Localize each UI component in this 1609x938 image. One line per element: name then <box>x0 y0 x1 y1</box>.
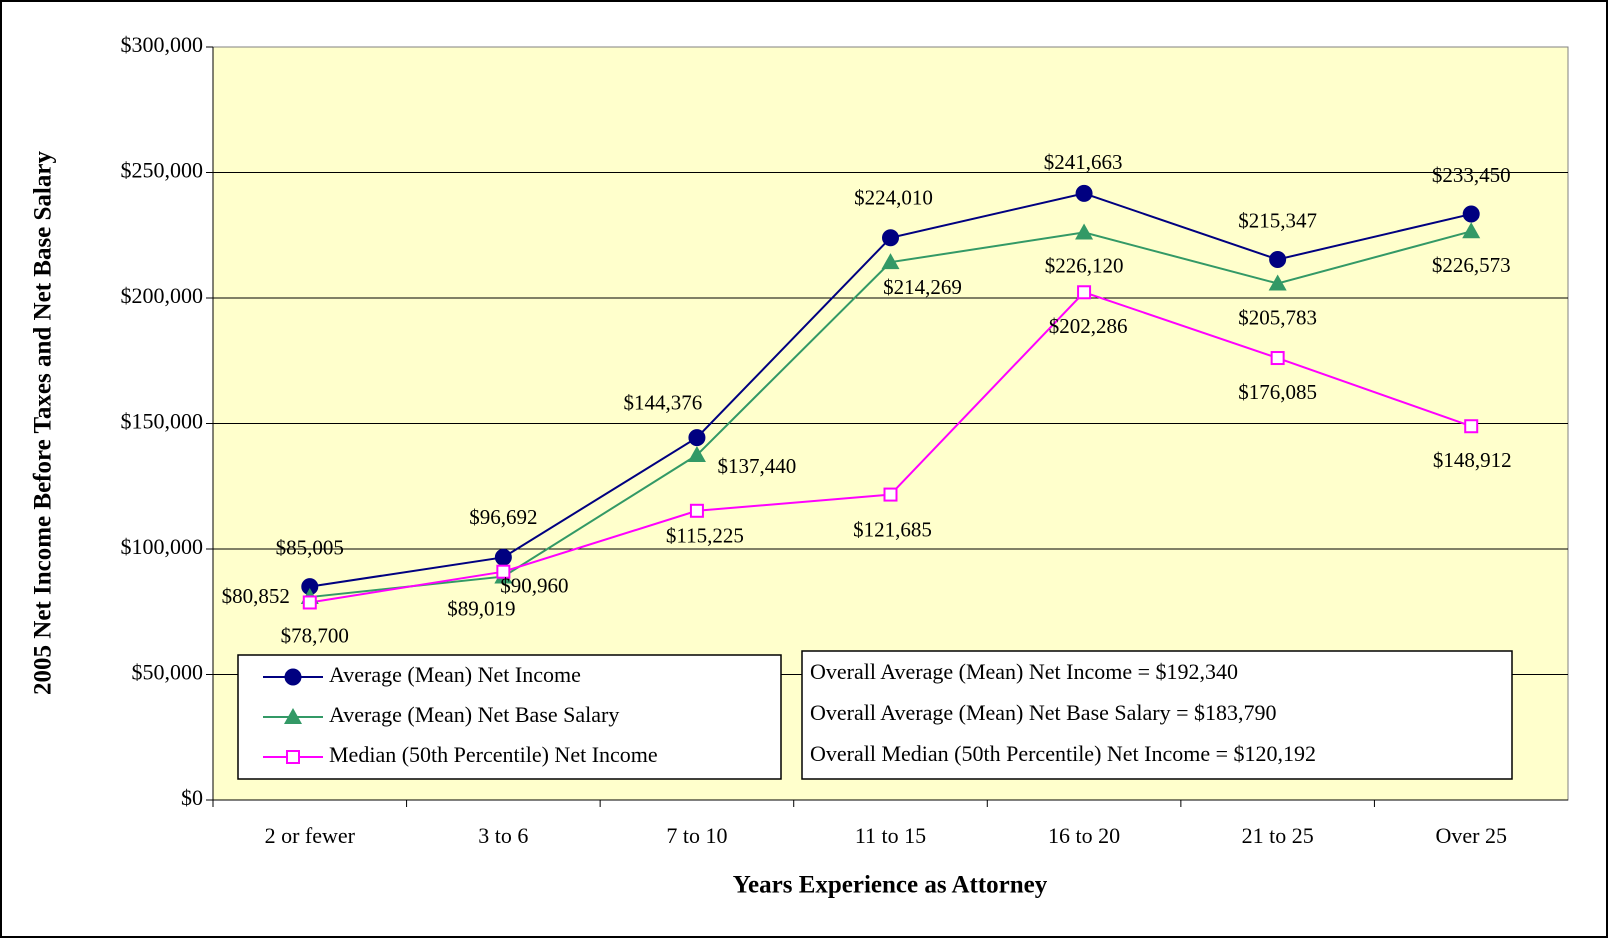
value-label: $137,440 <box>718 454 797 478</box>
legend-label: Average (Mean) Net Income <box>329 662 581 687</box>
marker <box>883 487 898 502</box>
value-label: $89,019 <box>447 596 515 620</box>
x-tick-label: Over 25 <box>1435 823 1506 848</box>
marker <box>689 503 704 518</box>
value-label: $96,692 <box>469 505 537 529</box>
marker <box>882 229 899 247</box>
value-label: $226,573 <box>1432 253 1511 277</box>
value-label: $148,912 <box>1433 448 1512 472</box>
x-tick-label: 16 to 20 <box>1048 823 1120 848</box>
marker <box>302 595 317 610</box>
x-tick-label: 2 or fewer <box>265 823 356 848</box>
x-tick-label: 11 to 15 <box>855 823 926 848</box>
value-label: $176,085 <box>1238 380 1317 404</box>
legend-label: Average (Mean) Net Base Salary <box>329 702 619 727</box>
marker <box>284 708 302 724</box>
value-label: $214,269 <box>883 275 962 299</box>
marker <box>1462 222 1481 239</box>
y-tick-label: $200,000 <box>121 283 204 308</box>
x-tick-label: 3 to 6 <box>478 823 528 848</box>
y-tick-label: $150,000 <box>121 409 204 434</box>
y-tick-label: $100,000 <box>121 534 204 559</box>
marker <box>1462 205 1480 223</box>
marker <box>1077 285 1092 300</box>
y-tick-label: $50,000 <box>132 660 204 685</box>
y-tick-label: $0 <box>181 785 203 810</box>
marker <box>1269 250 1287 268</box>
marker <box>1075 223 1094 240</box>
marker <box>1270 351 1285 366</box>
marker <box>1268 274 1287 291</box>
value-label: $115,225 <box>666 524 744 548</box>
value-label: $90,960 <box>500 574 568 598</box>
value-label: $205,783 <box>1238 305 1317 329</box>
x-tick-label: 7 to 10 <box>666 823 727 848</box>
marker <box>1464 419 1479 434</box>
marker <box>496 564 511 579</box>
annotation: Overall Average (Mean) Net Income = $192… <box>810 659 1238 684</box>
marker <box>284 668 302 686</box>
x-tick-label: 21 to 25 <box>1242 823 1314 848</box>
annotation-box <box>801 650 1513 780</box>
annotation: Overall Average (Mean) Net Base Salary =… <box>810 700 1277 725</box>
value-label: $233,450 <box>1432 163 1511 187</box>
value-label: $215,347 <box>1238 208 1317 232</box>
value-label: $78,700 <box>281 623 349 647</box>
marker <box>286 750 300 764</box>
legend-label: Median (50th Percentile) Net Income <box>329 742 658 767</box>
marker <box>1075 184 1093 202</box>
value-label: $121,685 <box>853 517 932 541</box>
y-axis-title: 2005 Net Income Before Taxes and Net Bas… <box>30 151 57 695</box>
legend-box <box>237 654 782 780</box>
value-label: $226,120 <box>1045 253 1124 277</box>
value-label: $241,663 <box>1044 150 1123 174</box>
x-axis-title: Years Experience as Attorney <box>733 872 1048 899</box>
marker <box>687 446 706 463</box>
value-label: $224,010 <box>854 186 933 210</box>
marker <box>881 253 900 270</box>
y-tick-label: $250,000 <box>121 158 204 183</box>
marker <box>494 548 512 566</box>
value-label: $144,376 <box>624 390 703 414</box>
annotation: Overall Median (50th Percentile) Net Inc… <box>810 741 1316 766</box>
y-tick-label: $300,000 <box>121 32 204 57</box>
value-label: $80,852 <box>222 584 290 608</box>
value-label: $202,286 <box>1049 314 1128 338</box>
value-label: $85,005 <box>276 535 344 559</box>
marker <box>688 429 706 447</box>
